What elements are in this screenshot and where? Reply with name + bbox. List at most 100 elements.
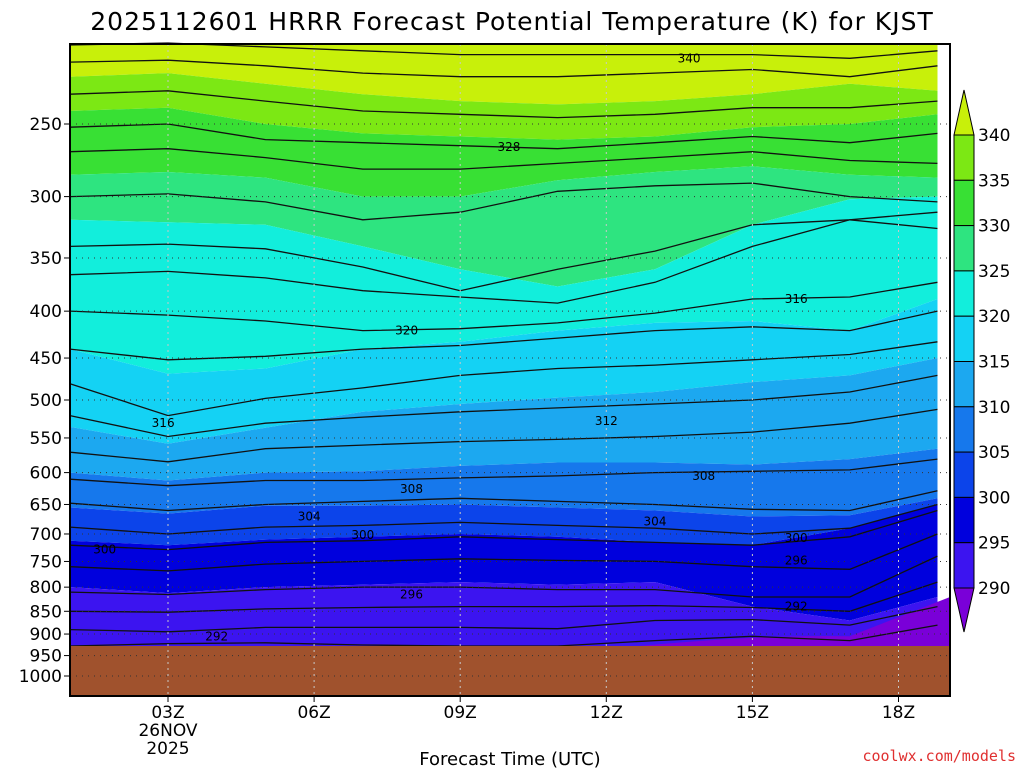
contour-label: 308: [692, 469, 715, 483]
y-tick-label: 450: [30, 349, 62, 369]
x-tick-label: 09Z: [444, 703, 477, 723]
y-tick-label: 300: [30, 188, 62, 208]
temperature-band: [70, 196, 938, 374]
colorbar-label: 330: [978, 217, 1010, 237]
x-tick-label: 12Z: [590, 703, 623, 723]
temperature-band: [70, 73, 938, 140]
colorbar-swatch: [953, 542, 975, 589]
y-tick-label: 1000: [19, 667, 62, 687]
y-tick-label: 650: [30, 495, 62, 515]
colorbar-label: 310: [978, 398, 1010, 418]
colorbar-label: 300: [978, 488, 1010, 508]
colorbar-label: 315: [978, 353, 1010, 373]
temperature-band: [70, 299, 938, 444]
temperature-band: [70, 44, 938, 105]
contour-line: [69, 148, 938, 170]
x-tick-year-label: 2025: [146, 739, 189, 759]
contour-line: [69, 555, 938, 598]
colorbar-swatch: [953, 315, 975, 363]
colorbar-swatch: [953, 134, 975, 181]
contour-line: [69, 509, 938, 551]
contour-label: 292: [205, 629, 228, 643]
colorbar-swatch: [953, 179, 975, 227]
contour-label: 328: [497, 140, 520, 154]
x-tick-label: 18Z: [882, 703, 915, 723]
plot-area: 340 328 320 316 316 312 308 308 304 304 300 300 300 2…: [69, 42, 951, 697]
y-tick-label: 250: [30, 115, 62, 135]
temperature-band: [70, 358, 938, 481]
y-axis-pressure: 250 300 350 400 450 500 550 600 650 700 750 800 850 9…: [19, 115, 70, 687]
contour-label: 304: [298, 510, 321, 524]
contour-label: 312: [595, 414, 618, 428]
colorbar-label: 335: [978, 171, 1010, 191]
colorbar-swatch: [953, 361, 975, 408]
contour-line: [69, 490, 938, 512]
colorbar: 340 335 330 325 320 315 310 305 300 295 290: [953, 89, 1010, 633]
y-tick-label: 800: [30, 578, 62, 598]
colorbar-label: 325: [978, 262, 1010, 282]
contour-label: 316: [785, 292, 808, 306]
contour-line: [69, 59, 938, 78]
contour-line: [69, 123, 938, 150]
y-tick-label: 600: [30, 464, 62, 484]
contour-label: 316: [152, 416, 175, 430]
y-tick-label: 500: [30, 391, 62, 411]
plot-frame: [69, 43, 951, 697]
y-tick-label: 850: [30, 602, 62, 622]
x-axis-title: Forecast Time (UTC): [419, 749, 600, 768]
y-tick-label: 400: [30, 302, 62, 322]
y-tick-label: 750: [30, 552, 62, 572]
colorbar-arrow-top: [953, 89, 975, 136]
colorbar-swatch: [953, 451, 975, 498]
ground-below-surface: [70, 646, 950, 696]
contour-line: [69, 211, 938, 292]
contour-label: 300: [93, 543, 116, 557]
x-tick-label: 06Z: [297, 703, 330, 723]
colorbar-label: 305: [978, 443, 1010, 463]
y-tick-label: 700: [30, 525, 62, 545]
colorbar-label: 290: [978, 579, 1010, 599]
colorbar-swatch: [953, 225, 975, 272]
colorbar-label: 340: [978, 126, 1010, 146]
grid-lines: [70, 44, 950, 696]
chart-title: 2025112601 HRRR Forecast Potential Tempe…: [90, 7, 933, 36]
temperature-band: [70, 498, 938, 546]
colorbar-swatch: [953, 406, 975, 453]
credit-link[interactable]: coolwx.com/models: [862, 747, 1016, 765]
temperature-band: [70, 107, 938, 197]
contour-label: 304: [644, 514, 667, 528]
temperature-band: [70, 504, 938, 621]
contour-label: 340: [678, 51, 701, 65]
x-tick-date-label: 26NOV: [138, 721, 197, 741]
contour-labels: 340 328 320 316 316 312 308 308 304 304 300 300 300 2…: [93, 51, 807, 643]
colorbar-swatch: [953, 270, 975, 317]
contour-line: [69, 90, 938, 119]
contour-line: [69, 408, 938, 463]
colorbar-label: 295: [978, 534, 1010, 554]
colorbar-swatch: [953, 496, 975, 544]
contour-line: [69, 503, 938, 535]
contour-line: [69, 533, 938, 572]
x-tick-label: 03Z: [151, 703, 184, 723]
y-tick-label: 550: [30, 429, 62, 449]
contour-line: [69, 581, 938, 613]
contour-line: [69, 281, 938, 332]
contour-label: 320: [395, 324, 418, 338]
temperature-band: [606, 596, 950, 650]
contour-label: 292: [785, 600, 808, 614]
colorbar-arrow-bottom: [953, 587, 975, 633]
y-tick-label: 900: [30, 625, 62, 645]
contour-line: [69, 341, 938, 417]
y-tick-label: 950: [30, 647, 62, 667]
contour-label: 300: [351, 528, 374, 542]
contour-line: [69, 182, 938, 221]
colorbar-label: 320: [978, 307, 1010, 327]
contour-line: [69, 458, 938, 487]
contour-label: 296: [785, 553, 808, 567]
contour-line: [69, 605, 938, 633]
contour-label: 300: [785, 531, 808, 545]
contour-label: 296: [400, 588, 423, 602]
x-tick-label: 15Z: [736, 703, 769, 723]
